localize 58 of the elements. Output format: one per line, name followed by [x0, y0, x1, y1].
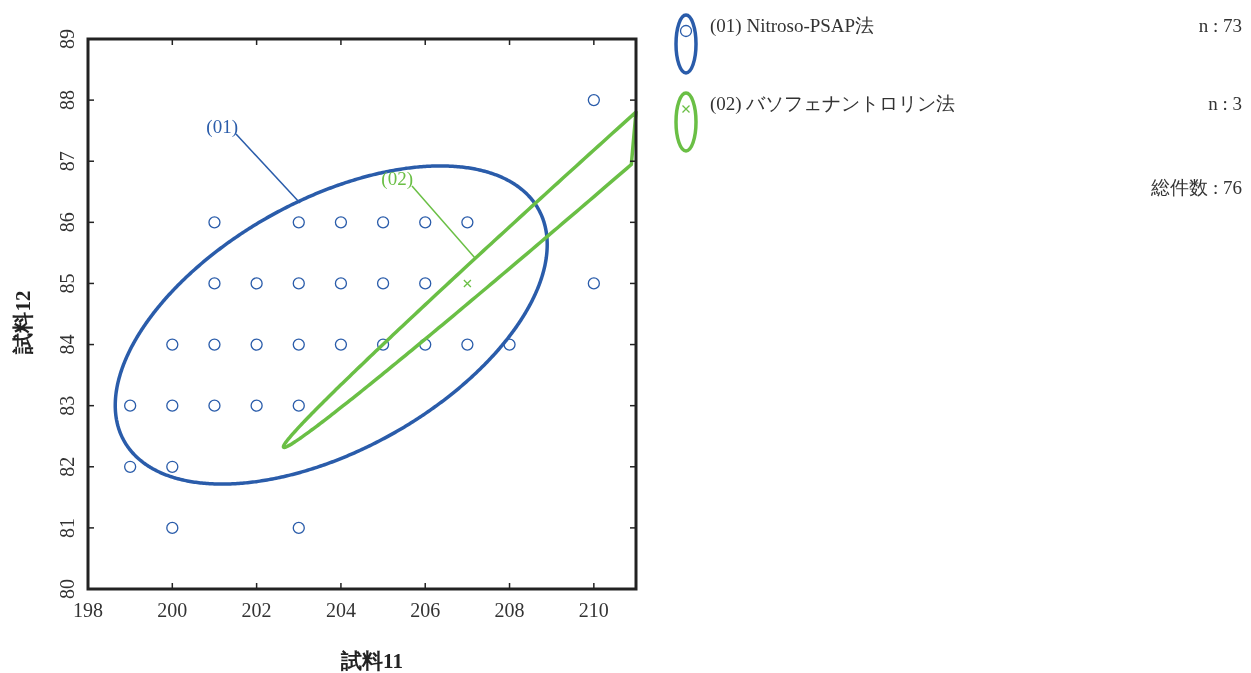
point	[334, 216, 348, 229]
point	[250, 277, 263, 290]
point	[292, 216, 305, 229]
legend-label: (02) バソフェナントロリン法	[710, 93, 956, 115]
y-tick-label: 88	[56, 90, 78, 111]
point	[376, 338, 390, 351]
point	[419, 277, 432, 290]
y-tick-label: 83	[56, 395, 78, 416]
legend-label: (01) Nitroso-PSAP法	[710, 15, 875, 37]
point	[166, 399, 179, 412]
point	[250, 399, 263, 412]
point	[334, 338, 348, 351]
point	[503, 338, 516, 351]
point	[461, 338, 474, 351]
x-tick-label: 202	[241, 599, 272, 621]
annotation: (02)	[381, 168, 413, 190]
point	[208, 277, 221, 290]
y-tick-label: 81	[56, 517, 78, 538]
point	[250, 338, 263, 351]
point	[587, 277, 600, 290]
y-tick-label: 85	[56, 273, 78, 294]
point	[292, 399, 305, 412]
point	[376, 216, 390, 229]
x-tick-label: 208	[494, 599, 525, 621]
point	[463, 279, 472, 288]
y-tick-label: 80	[56, 579, 78, 599]
point	[208, 399, 221, 412]
point	[292, 277, 305, 290]
point	[461, 216, 474, 229]
x-tick-label: 198	[73, 599, 103, 621]
point	[292, 338, 305, 351]
y-tick-label: 89	[56, 29, 78, 49]
point	[419, 216, 432, 229]
x-tick-label: 206	[410, 599, 441, 621]
point	[334, 277, 348, 290]
point	[587, 93, 600, 107]
x-tick-label: 200	[157, 599, 188, 621]
x-tick-label: 204	[325, 599, 356, 621]
point	[376, 277, 390, 290]
x-axis-title: 試料11	[340, 649, 403, 673]
point	[124, 460, 137, 473]
point	[166, 460, 179, 473]
text: 総件数 : 76	[1150, 177, 1242, 198]
y-tick-label: 86	[56, 212, 78, 233]
y-axis-title: 試料12	[11, 290, 35, 355]
x-tick-label: 210	[578, 599, 609, 621]
text: n : 3	[1208, 93, 1242, 114]
annotation: (01)	[206, 116, 238, 138]
y-tick-label: 82	[56, 456, 78, 477]
point	[292, 521, 305, 535]
y-tick-label: 87	[56, 151, 78, 172]
y-tick-label: 84	[56, 334, 78, 355]
point	[208, 216, 221, 229]
point	[166, 338, 179, 351]
text: n : 73	[1198, 15, 1242, 36]
point	[166, 521, 179, 535]
point	[208, 338, 221, 351]
point	[124, 399, 137, 412]
